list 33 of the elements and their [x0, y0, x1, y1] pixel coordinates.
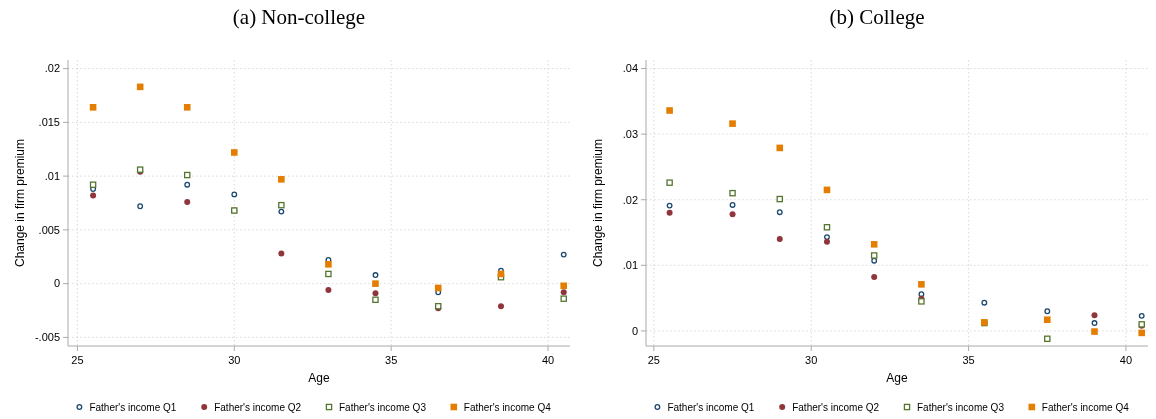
x-tick-label: 25 — [71, 354, 84, 366]
x-tick-label: 30 — [805, 354, 818, 366]
legend-label: Father's income Q1 — [667, 402, 755, 413]
legend-label: Father's income Q3 — [339, 402, 427, 413]
x-axis-title: Age — [308, 371, 330, 385]
legend-label: Father's income Q4 — [1041, 402, 1130, 413]
x-tick-label: 30 — [228, 354, 241, 366]
legend-label: Father's income Q2 — [214, 402, 302, 413]
x-tick-label: 25 — [647, 354, 660, 366]
y-tick-label: .015 — [38, 116, 60, 129]
y-tick-label: .01 — [44, 169, 60, 182]
chart-title: (a) Non-college — [232, 5, 366, 29]
y-axis-title: Change in firm premium — [591, 138, 605, 268]
y-tick-label: -.005 — [34, 331, 60, 344]
y-tick-label: .01 — [622, 259, 638, 272]
y-tick-label: .03 — [622, 127, 638, 140]
y-tick-label: .005 — [38, 223, 60, 236]
y-tick-label: .02 — [44, 62, 60, 75]
y-axis-title: Change in firm premium — [13, 138, 27, 268]
y-tick-label: 0 — [631, 324, 638, 337]
legend-label: Father's income Q3 — [917, 402, 1005, 413]
chart-title: (b) College — [829, 5, 925, 29]
x-tick-label: 40 — [1119, 354, 1133, 366]
y-tick-label: 0 — [53, 277, 60, 290]
x-tick-label: 35 — [385, 354, 398, 366]
x-tick-label: 35 — [962, 354, 975, 366]
y-tick-label: .04 — [622, 62, 638, 75]
y-tick-label: .02 — [622, 193, 638, 206]
legend-label: Father's income Q1 — [89, 402, 177, 413]
x-axis-title: Age — [886, 371, 908, 385]
legend-label: Father's income Q4 — [463, 402, 552, 413]
x-tick-label: 40 — [541, 354, 555, 366]
legend-label: Father's income Q2 — [792, 402, 880, 413]
